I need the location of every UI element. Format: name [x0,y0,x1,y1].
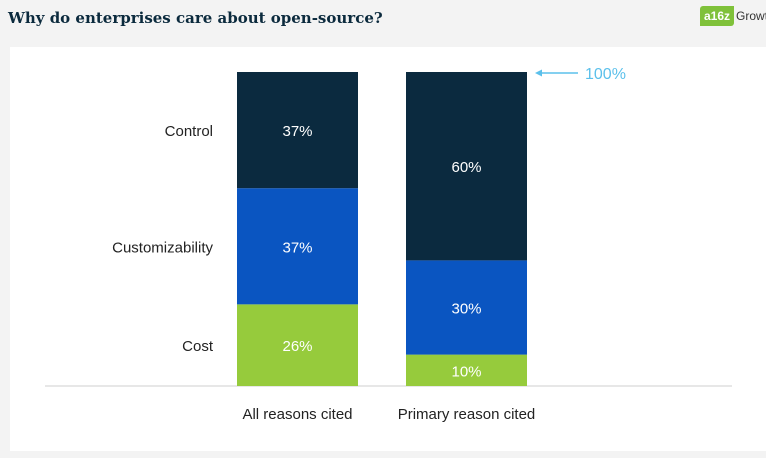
bar-cost-primary [406,354,527,386]
data-label-customizability-all: 37% [282,239,312,256]
data-label-customizability-primary: 30% [451,301,481,318]
annotation-arrow-head [535,69,542,77]
bar-control-all [237,72,358,189]
bar-customizability-primary [406,260,527,355]
bar-control-primary [406,72,527,261]
data-label-control-primary: 60% [451,159,481,176]
legend-label-cost: Cost [182,338,214,355]
legend-label-control: Control [165,123,213,140]
logo-badge: a16z [700,6,735,26]
x-tick-label: All reasons cited [242,406,352,423]
bar-customizability-all [237,188,358,305]
chart-title: Why do enterprises care about open-sourc… [8,9,383,27]
data-label-cost-primary: 10% [451,363,481,380]
data-label-cost-all: 26% [282,338,312,355]
a16z-growth-logo: a16z Growth [700,6,766,26]
bar-cost-all [237,304,358,386]
chart-panel [10,47,766,451]
annotation-100-percent: 100% [585,66,626,83]
logo-text: Growth [736,9,766,23]
legend-label-customizability: Customizability [112,239,213,256]
x-tick-label: Primary reason cited [398,406,536,423]
data-label-control-all: 37% [282,123,312,140]
